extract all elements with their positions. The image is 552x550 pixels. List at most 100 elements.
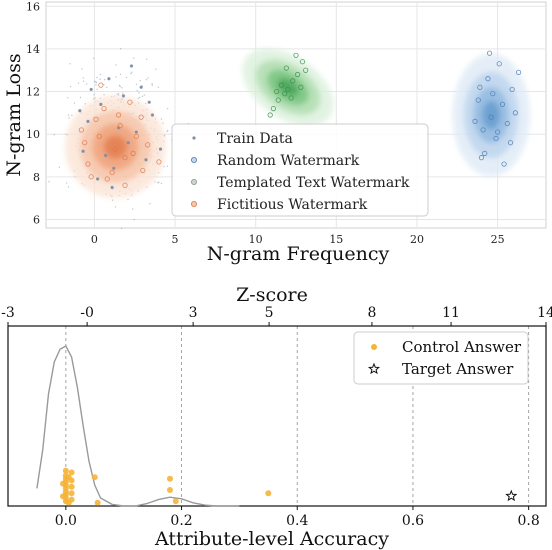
point-s3-0	[96, 133, 102, 139]
train-speck	[92, 98, 95, 100]
point-s1-17	[486, 50, 493, 56]
train-speck	[96, 76, 98, 79]
train-speck	[77, 82, 80, 84]
x-tick-label-bottom-2: 0.4	[286, 513, 308, 529]
point-s1-7	[485, 76, 491, 82]
train-speck	[94, 80, 96, 83]
train-speck	[65, 133, 67, 135]
train-speck	[58, 166, 61, 168]
train-speck	[69, 63, 71, 65]
train-speck	[158, 181, 160, 183]
x-tick-label-top-2: 10	[249, 233, 263, 246]
legend-box-bottom	[353, 331, 529, 385]
train-speck	[137, 97, 139, 100]
plot-area-bottom	[7, 325, 547, 507]
train-speck	[119, 73, 122, 76]
train-speck	[11, 93, 14, 96]
point-s3-19	[140, 167, 146, 174]
train-speck	[85, 83, 88, 85]
x2-tick-label-1: -0	[80, 305, 94, 321]
point-s3-10	[93, 116, 99, 122]
train-speck	[67, 97, 69, 99]
legend-box-top	[171, 123, 429, 217]
point-s3-5	[138, 114, 144, 120]
point-s1-8	[512, 110, 518, 116]
train-speck	[166, 107, 169, 110]
train-speck	[114, 206, 117, 208]
legend-bottom: Control Answer Target Answer	[353, 331, 529, 385]
density-curve	[36, 345, 240, 507]
legend-top: Train Data Random Watermark Templated Te…	[171, 123, 429, 217]
point-s3-2	[130, 150, 136, 156]
train-speck	[84, 103, 87, 105]
y-axis-label-top: N-gram Loss	[3, 53, 25, 176]
point-s3-18	[78, 127, 85, 133]
point-s2-8	[278, 82, 285, 88]
point-s3-7	[82, 140, 88, 146]
point-s3-15	[104, 176, 110, 182]
train-speck	[53, 134, 55, 136]
point-s3-4	[109, 169, 115, 176]
train-speck	[92, 57, 95, 59]
points-top	[78, 50, 522, 190]
point-s0-1	[121, 94, 126, 98]
point-s2-3	[299, 59, 306, 65]
train-speck	[147, 77, 149, 79]
train-speck	[66, 182, 68, 184]
point-s1-16	[495, 129, 501, 135]
train-speck	[115, 76, 117, 78]
train-speck	[120, 227, 123, 230]
legend-label-random: Random Watermark	[217, 153, 360, 169]
train-speck	[133, 218, 135, 221]
train-speck	[125, 76, 128, 79]
train-speck	[135, 83, 138, 86]
x2-tick-label-4: 8	[367, 305, 376, 321]
point-s0-6	[86, 119, 90, 123]
train-speck	[149, 203, 151, 205]
series-0-points	[78, 64, 163, 190]
train-speck	[155, 68, 157, 70]
train-speck	[82, 77, 85, 79]
point-s0-3	[134, 130, 138, 134]
train-speck	[133, 57, 135, 59]
x-ticks-top: 0 5 10 15 20 25	[91, 233, 505, 246]
point-s2-5	[290, 78, 296, 84]
y-tick-label-top-2: 10	[26, 128, 40, 141]
point-s0-4	[144, 158, 148, 162]
point-s2-11	[288, 95, 294, 101]
train-speck	[132, 208, 134, 210]
train-speck	[143, 94, 146, 96]
y-tick-label-top-4: 14	[26, 43, 40, 56]
target-answer-star	[505, 489, 518, 502]
point-s1-2	[480, 127, 486, 133]
train-speck	[117, 92, 120, 95]
y-tick-label-top-5: 16	[26, 0, 40, 13]
y-tick-label-top-3: 12	[26, 86, 40, 99]
x2-tick-label-5: 11	[442, 305, 460, 321]
point-s3-20	[98, 82, 104, 88]
legend-marker-target	[367, 362, 381, 375]
train-speck	[119, 48, 122, 50]
point-s2-10	[267, 112, 273, 118]
legend-marker-templated	[190, 178, 197, 185]
x-tick-label-top-1: 5	[172, 233, 179, 246]
point-s2-7	[303, 67, 309, 73]
legend-marker-control	[371, 344, 377, 350]
x2-axis-label-bottom: Z-score	[236, 284, 308, 306]
x2-tick-label-3: 5	[265, 305, 274, 321]
x-tick-label-bottom-4: 0.8	[518, 513, 540, 529]
control-point-13	[68, 490, 75, 497]
train-speck	[151, 84, 153, 86]
top-axis-ticks-bottom: -3 -0 3 5 8 11 14	[1, 305, 552, 326]
point-s1-3	[509, 86, 515, 93]
point-s3-17	[115, 112, 122, 118]
point-s0-8	[126, 141, 130, 145]
train-speck	[139, 79, 141, 82]
chart-top: 0 5 10 15 20 25 6 8 10 12 14 16 N-gram Frequency N…	[3, 0, 547, 265]
train-speck	[167, 129, 169, 132]
point-s1-14	[515, 69, 522, 75]
train-speck	[118, 84, 121, 87]
points-bottom	[59, 467, 518, 506]
point-s3-8	[122, 155, 128, 161]
train-speck	[68, 117, 70, 119]
